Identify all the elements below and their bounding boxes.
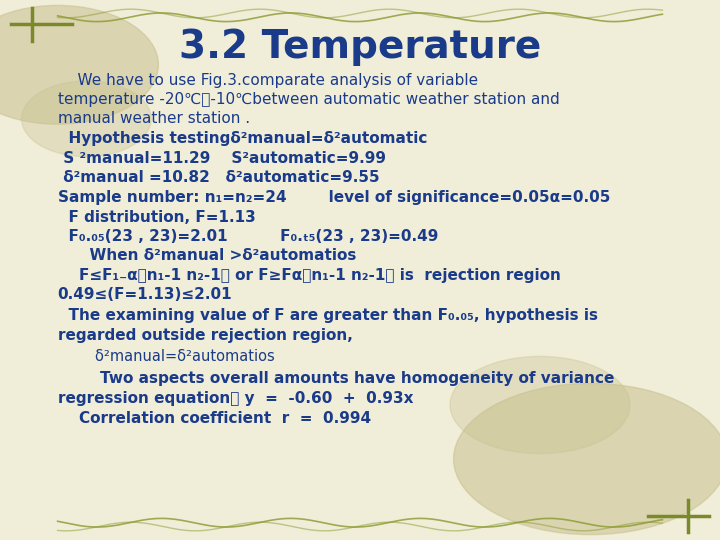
Text: Two aspects overall amounts have homogeneity of variance: Two aspects overall amounts have homogen… bbox=[58, 370, 614, 386]
Text: regression equation： y  =  -0.60  +  0.93x: regression equation： y = -0.60 + 0.93x bbox=[58, 391, 413, 406]
Text: The examining value of F are greater than F₀.₀₅, hypothesis is: The examining value of F are greater tha… bbox=[58, 308, 598, 323]
Ellipse shape bbox=[454, 383, 720, 535]
Text: We have to use Fig.3.comparate analysis of variable: We have to use Fig.3.comparate analysis … bbox=[58, 73, 478, 89]
Ellipse shape bbox=[450, 356, 630, 454]
Text: When δ²manual >δ²automatios: When δ²manual >δ²automatios bbox=[58, 248, 356, 264]
Text: Hypothesis testingδ²manual=δ²automatic: Hypothesis testingδ²manual=δ²automatic bbox=[58, 131, 427, 146]
Text: temperature -20℃～-10℃between automatic weather station and: temperature -20℃～-10℃between automatic w… bbox=[58, 92, 559, 107]
Text: δ²manual=δ²automatios: δ²manual=δ²automatios bbox=[58, 349, 274, 364]
Text: manual weather station .: manual weather station . bbox=[58, 111, 250, 126]
Text: Correlation coefficient  r  =  0.994: Correlation coefficient r = 0.994 bbox=[58, 411, 371, 426]
Text: F distribution, F=1.13: F distribution, F=1.13 bbox=[58, 210, 256, 225]
Text: F₀.₀₅(23 , 23)=2.01          F₀.ₜ₅(23 , 23)=0.49: F₀.₀₅(23 , 23)=2.01 F₀.ₜ₅(23 , 23)=0.49 bbox=[58, 229, 438, 244]
Ellipse shape bbox=[0, 5, 158, 124]
Text: F≤F₁₋α（n₁-1 n₂-1） or F≥Fα（n₁-1 n₂-1） is  rejection region: F≤F₁₋α（n₁-1 n₂-1） or F≥Fα（n₁-1 n₂-1） is … bbox=[58, 268, 560, 283]
Text: regarded outside rejection region,: regarded outside rejection region, bbox=[58, 328, 353, 343]
Text: S ²manual=11.29    S²automatic=9.99: S ²manual=11.29 S²automatic=9.99 bbox=[58, 151, 386, 166]
Text: δ²manual =10.82   δ²automatic=9.55: δ²manual =10.82 δ²automatic=9.55 bbox=[58, 170, 379, 185]
Ellipse shape bbox=[22, 81, 151, 157]
Text: 3.2 Temperature: 3.2 Temperature bbox=[179, 28, 541, 66]
Text: Sample number: n₁=n₂=24        level of significance=0.05α=0.05: Sample number: n₁=n₂=24 level of signifi… bbox=[58, 190, 610, 205]
Text: 0.49≤(F=1.13)≤2.01: 0.49≤(F=1.13)≤2.01 bbox=[58, 287, 233, 302]
